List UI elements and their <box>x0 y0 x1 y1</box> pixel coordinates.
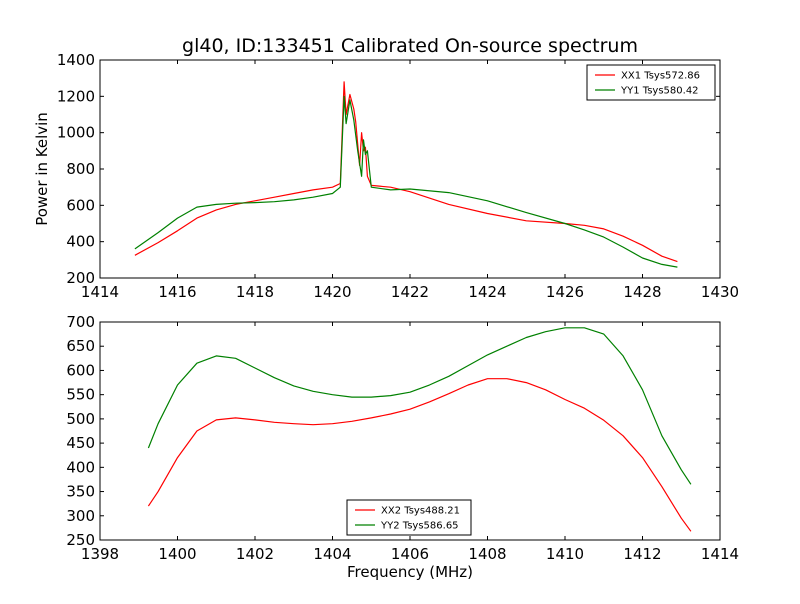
bottom-series-line-1 <box>147 378 692 532</box>
top-legend-label: YY1 Tsys580.42 <box>620 86 699 97</box>
bottom-y-tick-label: 300 <box>66 507 95 525</box>
bottom-legend-label: YY2 Tsys586.65 <box>380 521 459 532</box>
bottom-y-tick-label: 400 <box>66 458 95 476</box>
bottom-legend-box <box>346 499 472 536</box>
top-y-tick-label: 400 <box>66 233 95 251</box>
x-axis-label: Frequency (MHz) <box>347 563 473 581</box>
top-y-tick-label: 1200 <box>57 87 95 105</box>
top-y-tick-label: 800 <box>66 160 95 178</box>
top-legend-label: XX1 Tsys572.86 <box>621 71 700 82</box>
bottom-x-tick-label: 1410 <box>546 545 584 563</box>
bottom-x-tick-label: 1414 <box>701 545 739 563</box>
bottom-legend-label: XX2 Tsys488.21 <box>381 506 460 517</box>
top-x-tick-label: 1420 <box>313 283 351 301</box>
top-legend-box <box>586 64 716 101</box>
bottom-x-tick-label: 1398 <box>81 545 119 563</box>
bottom-x-tick-label: 1406 <box>391 545 429 563</box>
top-x-tick-label: 1418 <box>236 283 274 301</box>
top-y-tick-label: 600 <box>66 196 95 214</box>
bottom-x-tick-label: 1402 <box>236 545 274 563</box>
top-x-tick-label: 1416 <box>158 283 196 301</box>
chart-title: gl40, ID:133451 Calibrated On-source spe… <box>182 35 638 57</box>
bottom-legend: XX2 Tsys488.21 YY2 Tsys586.65 <box>346 499 472 536</box>
top-x-tick-label: 1424 <box>468 283 506 301</box>
bottom-y-tick-label: 450 <box>66 434 95 452</box>
bottom-y-tick-label: 250 <box>66 531 95 549</box>
bottom-y-tick-label: 600 <box>66 361 95 379</box>
y-axis-label: Power in Kelvin <box>33 112 51 226</box>
bottom-y-tick-label: 550 <box>66 386 95 404</box>
bottom-y-tick-label: 500 <box>66 410 95 428</box>
bottom-series-line-2 <box>147 327 692 485</box>
top-y-tick-label: 1400 <box>57 51 95 69</box>
top-x-tick-label: 1428 <box>623 283 661 301</box>
top-y-tick-label: 1000 <box>57 124 95 142</box>
top-plot: gl40, ID:133451 Calibrated On-source spe… <box>33 35 739 301</box>
bottom-x-tick-label: 1408 <box>468 545 506 563</box>
bottom-y-tick-label: 350 <box>66 483 95 501</box>
bottom-x-tick-label: 1404 <box>313 545 351 563</box>
bottom-y-tick-label: 700 <box>66 313 95 331</box>
top-series-line-2 <box>134 95 678 268</box>
bottom-x-tick-label: 1412 <box>623 545 661 563</box>
bottom-y-tick-label: 650 <box>66 337 95 355</box>
top-y-tick-label: 200 <box>66 269 95 287</box>
top-x-tick-label: 1426 <box>546 283 584 301</box>
bottom-x-tick-label: 1400 <box>158 545 196 563</box>
top-x-tick-label: 1414 <box>81 283 119 301</box>
top-x-tick-label: 1430 <box>701 283 739 301</box>
top-legend: XX1 Tsys572.86 YY1 Tsys580.42 <box>586 64 716 101</box>
top-x-tick-label: 1422 <box>391 283 429 301</box>
bottom-plot: Frequency (MHz) 1398 1400 1402 1404 1406 1408… <box>66 313 739 581</box>
